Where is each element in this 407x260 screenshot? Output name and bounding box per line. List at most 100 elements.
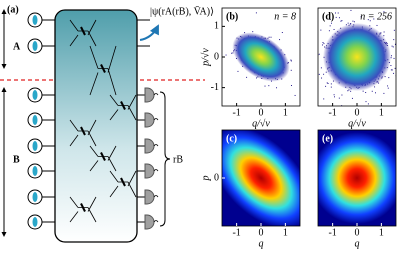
sample [390, 69, 392, 71]
x-axis-label: q/√ν [348, 118, 366, 129]
sample [252, 31, 254, 33]
sample [383, 11, 385, 13]
x-tick-label: 1 [283, 107, 288, 118]
sample [231, 52, 233, 54]
squeezed-state [32, 15, 38, 25]
sample [328, 30, 330, 32]
sample [376, 24, 378, 26]
panel-label: (b) [226, 11, 238, 22]
readout [153, 144, 159, 147]
x-tick-label: 1 [379, 107, 384, 118]
y-tick-label: -1 [211, 82, 219, 93]
sample [374, 92, 376, 94]
x-tick-label: 0 [355, 227, 360, 238]
sample [276, 87, 278, 89]
panel-b: (b) n = 8 -1 0 1 -1 0 1 q/√ν p/√ν [200, 7, 301, 129]
sample [290, 85, 292, 87]
sample [337, 12, 339, 14]
sample [367, 103, 369, 105]
sample [369, 20, 371, 22]
sample [400, 56, 401, 57]
phase [120, 177, 126, 187]
detector [144, 138, 155, 154]
phase [80, 26, 86, 36]
sample [294, 94, 296, 96]
sample [353, 21, 355, 23]
sample [387, 85, 389, 87]
y-axis-label: p [200, 176, 211, 182]
squeezed-state [32, 166, 38, 176]
y-tick-label: 1 [214, 21, 219, 32]
sample [322, 42, 324, 44]
squeezed-state [32, 192, 38, 202]
sample [347, 90, 349, 92]
sample [383, 92, 385, 94]
sample [315, 59, 316, 60]
sample [329, 25, 331, 27]
group-label: A [13, 41, 21, 52]
plot-area [222, 130, 300, 226]
sample [383, 35, 385, 37]
sample [323, 43, 325, 45]
sample [246, 76, 248, 78]
panel-a: (a) A B |ψ(rA(rB), V̄A)⟩ rB [0, 4, 214, 243]
sample [340, 20, 342, 22]
sample [350, 90, 352, 92]
sample [338, 97, 340, 99]
panel-label: (e) [322, 133, 333, 144]
x-axis-label: q/√ν [252, 118, 270, 129]
sample [392, 46, 394, 48]
panel-e: (e) -1 0 1 q [317, 129, 397, 249]
sample [268, 36, 270, 38]
x-tick-label: 1 [283, 227, 288, 238]
readout [153, 93, 159, 96]
x-tick-label: 0 [259, 227, 264, 238]
sample [338, 17, 340, 19]
output-label: rB [173, 154, 183, 165]
density [318, 132, 396, 224]
detector [144, 189, 155, 205]
sample [388, 77, 390, 79]
x-tick-label: 0 [259, 107, 264, 118]
sample [290, 59, 292, 61]
sample [401, 57, 402, 58]
sample [255, 77, 257, 79]
sample [316, 38, 317, 39]
sample [352, 20, 354, 22]
sample [321, 77, 323, 79]
sample [333, 94, 335, 96]
sample [365, 92, 367, 94]
squeezed-state [32, 41, 38, 51]
sample [383, 31, 385, 33]
sample [374, 86, 376, 88]
sample [290, 69, 292, 71]
sample [325, 85, 327, 87]
density [222, 130, 300, 226]
panel-d: (d) n = 256 -1 0 1 q/√ν [315, 7, 402, 129]
sample [326, 82, 328, 84]
squeezed-state [32, 90, 38, 100]
sample [390, 65, 392, 67]
sample [363, 18, 365, 20]
y-tick-label: 0 [214, 51, 219, 62]
phase [100, 152, 106, 161]
detector [144, 112, 155, 128]
phase [80, 126, 86, 136]
x-tick-label: -1 [328, 107, 336, 118]
network-box [54, 9, 138, 243]
x-axis-label: q [259, 238, 264, 249]
sample [244, 32, 246, 34]
sample [333, 28, 335, 30]
panel-label: (d) [322, 11, 334, 22]
phase [100, 64, 106, 73]
panel-label: (c) [226, 133, 237, 144]
squeezed-state [32, 217, 38, 227]
sample [391, 45, 393, 47]
sample [330, 22, 332, 24]
group-label: B [13, 154, 20, 165]
annotation: n = 256 [360, 11, 392, 22]
readout [153, 195, 159, 198]
sample [394, 44, 396, 46]
